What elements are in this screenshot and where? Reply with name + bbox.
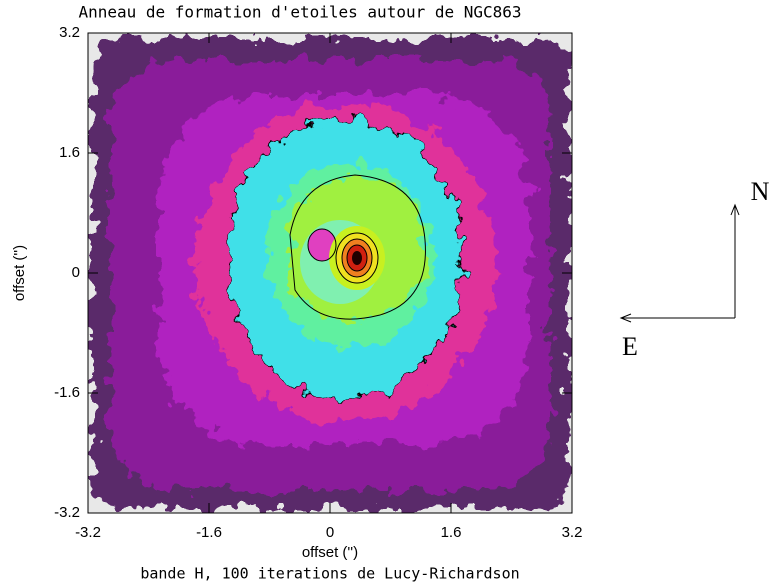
x-tick-label: -1.6 <box>196 524 222 541</box>
image <box>88 33 572 513</box>
x-tick-label: 0 <box>326 524 334 541</box>
y-axis-label: offset ('') <box>11 245 28 301</box>
y-tick-label: 0 <box>72 264 80 281</box>
y-tick-label: -1.6 <box>54 384 80 401</box>
x-tick-label: -3.2 <box>75 524 101 541</box>
compass-north: N <box>751 177 770 206</box>
compass-east: E <box>622 332 638 361</box>
y-tick-label: 3.2 <box>59 24 80 41</box>
x-tick-label: 1.6 <box>441 524 462 541</box>
compass <box>619 203 740 323</box>
x-axis-label: offset ('') <box>302 544 358 561</box>
y-tick-label: 1.6 <box>59 144 80 161</box>
y-tick-label: -3.2 <box>54 504 80 521</box>
chart-title: Anneau de formation d'etoiles autour de … <box>78 3 521 22</box>
subtitle: bande H, 100 iterations de Lucy-Richards… <box>140 565 519 583</box>
x-tick-label: 3.2 <box>562 524 583 541</box>
